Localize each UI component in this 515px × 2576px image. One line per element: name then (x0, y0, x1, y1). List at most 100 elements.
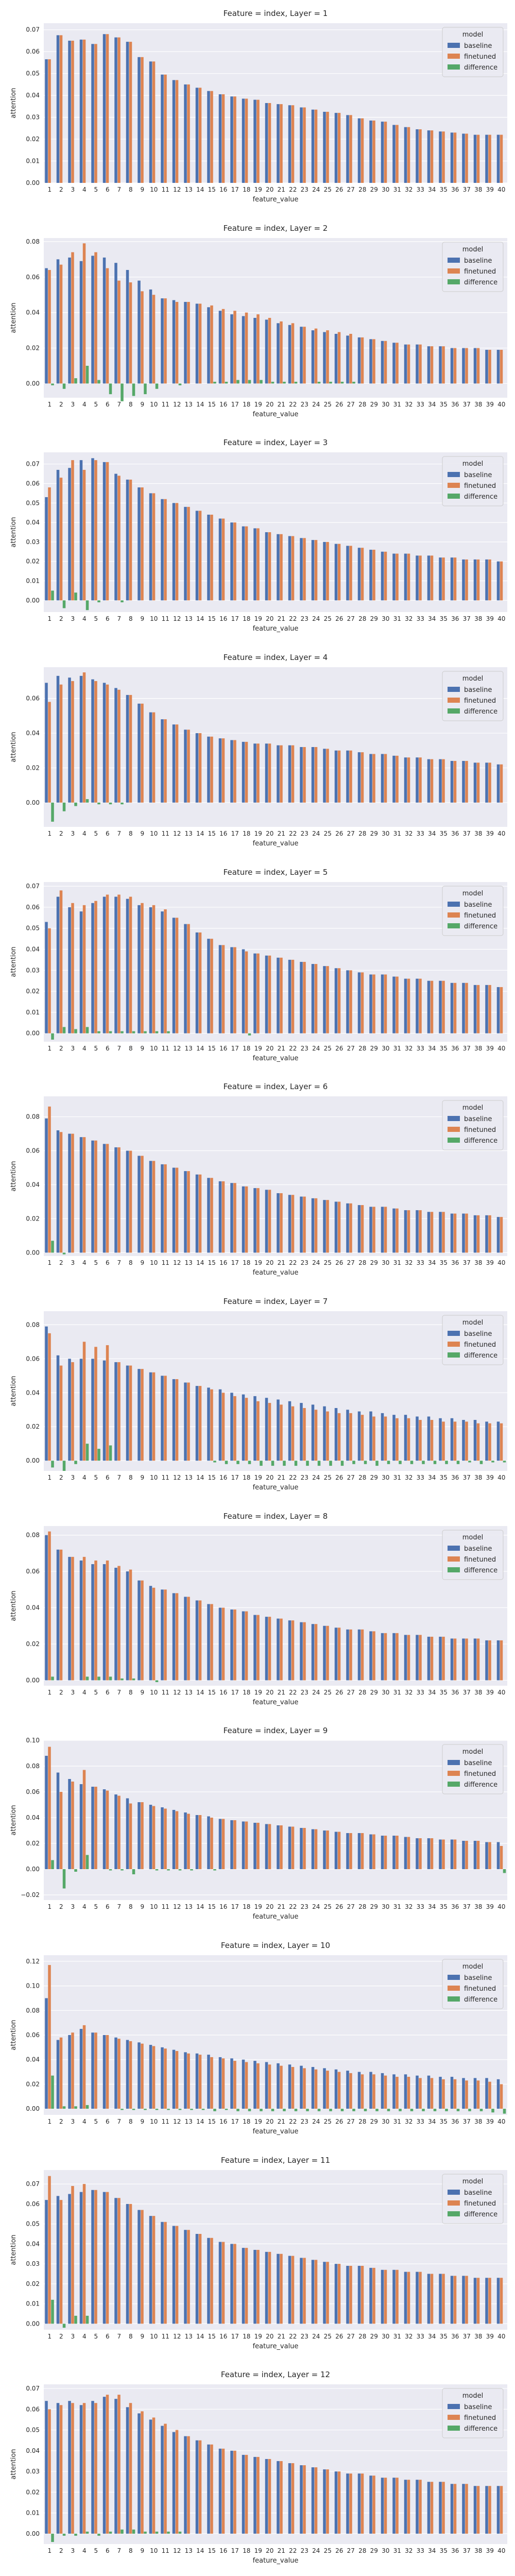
bar-finetuned-14 (198, 2233, 202, 2324)
bar-finetuned-26 (337, 1627, 341, 1681)
bar-finetuned-40 (500, 2084, 503, 2109)
x-tick-label: 25 (324, 1045, 332, 1052)
chart-title: Feature = index, Layer = 3 (224, 438, 328, 447)
bar-finetuned-18 (245, 1398, 248, 1461)
bar-finetuned-37 (465, 133, 468, 183)
bar-finetuned-11 (164, 74, 167, 183)
bar-finetuned-4 (82, 39, 86, 183)
y-tick-label: 0.02 (26, 764, 40, 771)
bar-finetuned-30 (384, 122, 387, 183)
bar-baseline-2 (56, 470, 60, 601)
bar-baseline-6 (102, 1360, 106, 1461)
bar-difference-3 (74, 802, 77, 806)
bar-baseline-24 (311, 1829, 315, 1870)
y-tick-label: 0.06 (26, 1568, 40, 1575)
bar-baseline-25 (323, 1831, 326, 1870)
x-tick-label: 21 (278, 401, 285, 408)
chart-panel-layer-10: 0.000.020.040.060.080.100.121 2 3 4 5 6 7 8 9 10 1… (10, 1941, 507, 2136)
bar-finetuned-18 (245, 98, 248, 183)
legend-swatch-difference (447, 1567, 460, 1572)
y-tick-label: 0.10 (26, 1982, 40, 1990)
bar-baseline-25 (323, 332, 326, 384)
bar-finetuned-16 (221, 1607, 225, 1681)
bar-difference-9 (144, 1031, 147, 1033)
bar-baseline-10 (149, 1372, 152, 1461)
bar-baseline-8 (126, 269, 129, 384)
bar-baseline-19 (253, 317, 256, 384)
y-axis-label: attention (10, 1590, 18, 1621)
bar-finetuned-27 (349, 333, 352, 384)
chart-panel-layer-2: 0.000.020.040.060.081 2 3 4 5 6 7 8 9 10 11 12 13 14 1… (10, 224, 507, 418)
bar-baseline-36 (450, 760, 454, 803)
x-tick-label: 8 (129, 1903, 133, 1910)
x-tick-label: 5 (94, 2547, 98, 2554)
bar-baseline-22 (288, 1620, 291, 1681)
bar-finetuned-21 (280, 2065, 283, 2109)
bar-baseline-18 (242, 98, 245, 183)
bar-baseline-13 (184, 84, 187, 183)
bar-baseline-18 (242, 1611, 245, 1681)
bar-baseline-12 (172, 917, 176, 1033)
legend-entry-baseline: baseline (464, 1759, 492, 1767)
x-tick-label: 25 (324, 2333, 332, 2340)
bar-difference-16 (225, 1461, 228, 1464)
bar-baseline-25 (323, 2469, 326, 2534)
bar-finetuned-34 (430, 1838, 434, 1870)
bar-finetuned-1 (48, 269, 51, 384)
x-tick-label: 10 (150, 615, 158, 622)
bar-baseline-27 (346, 2473, 349, 2534)
bar-baseline-28 (357, 337, 361, 384)
bar-baseline-24 (311, 2066, 315, 2109)
bar-finetuned-29 (372, 1834, 375, 1870)
x-tick-label: 5 (94, 830, 98, 837)
bar-finetuned-23 (303, 538, 306, 601)
x-tick-label: 29 (370, 2547, 378, 2554)
bar-finetuned-25 (326, 749, 329, 803)
bar-finetuned-19 (256, 743, 260, 803)
y-tick-label: 0.08 (26, 1321, 40, 1328)
bar-difference-12 (178, 2109, 182, 2110)
bar-finetuned-14 (198, 1386, 202, 1461)
x-tick-label: 17 (231, 1903, 239, 1910)
bar-baseline-30 (381, 122, 384, 183)
x-tick-label: 8 (129, 401, 133, 408)
x-tick-label: 19 (254, 1474, 262, 1481)
bar-baseline-31 (392, 2074, 396, 2109)
bar-difference-4 (85, 2315, 89, 2324)
bar-finetuned-22 (291, 2256, 295, 2324)
legend-title: model (462, 460, 483, 468)
bar-finetuned-39 (488, 1842, 491, 1870)
x-tick-label: 6 (106, 186, 110, 193)
x-tick-label: 6 (106, 1689, 110, 1696)
x-tick-label: 30 (382, 2547, 389, 2554)
bar-finetuned-32 (407, 1418, 410, 1461)
bar-baseline-28 (357, 548, 361, 601)
y-axis-label: attention (10, 88, 18, 118)
legend-entry-baseline: baseline (464, 686, 492, 694)
bar-finetuned-20 (268, 1403, 271, 1461)
bar-baseline-36 (450, 982, 454, 1033)
bar-baseline-27 (346, 1833, 349, 1870)
y-tick-label: 0.02 (26, 1423, 40, 1430)
bar-difference-1 (51, 1033, 54, 1040)
bar-finetuned-12 (175, 724, 179, 803)
bar-difference-18 (248, 2109, 251, 2111)
bar-baseline-24 (311, 2467, 315, 2534)
bar-finetuned-38 (476, 1841, 480, 1870)
x-tick-label: 13 (185, 1903, 193, 1910)
y-tick-label: 0.04 (26, 2056, 40, 2063)
legend-entry-difference: difference (464, 493, 497, 501)
x-tick-label: 29 (370, 2333, 378, 2340)
x-tick-label: 16 (219, 1689, 227, 1696)
x-tick-label: 15 (208, 401, 216, 408)
bar-baseline-33 (416, 1210, 419, 1253)
bar-finetuned-5 (94, 44, 97, 183)
x-tick-label: 23 (301, 2333, 308, 2340)
bar-baseline-31 (392, 1208, 396, 1253)
x-tick-label: 21 (278, 186, 285, 193)
bar-baseline-22 (288, 536, 291, 601)
x-tick-label: 6 (106, 2118, 110, 2125)
bar-difference-32 (410, 2109, 414, 2111)
